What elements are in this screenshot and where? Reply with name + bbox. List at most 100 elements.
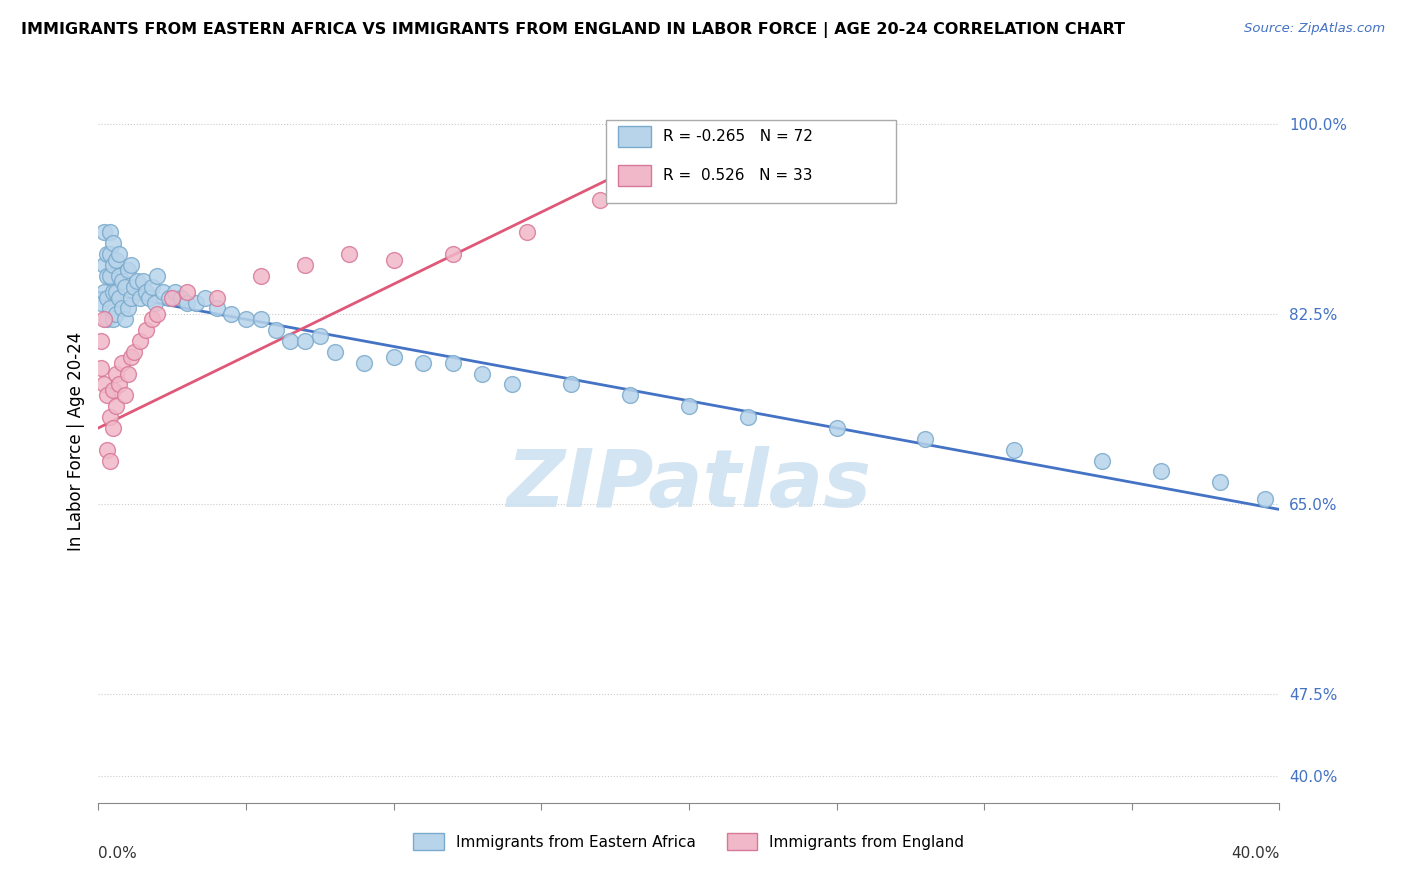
- Point: [280, 334, 302, 348]
- Point: [135, 323, 157, 337]
- Text: R =  0.526   N = 33: R = 0.526 N = 33: [664, 169, 813, 183]
- Point: [1150, 464, 1173, 478]
- Point: [382, 351, 405, 365]
- Point: [96, 312, 118, 326]
- Point: [138, 291, 160, 305]
- Point: [117, 263, 139, 277]
- Point: [412, 356, 434, 370]
- Point: [93, 377, 115, 392]
- Point: [1254, 491, 1277, 506]
- Point: [165, 285, 187, 300]
- Point: [152, 285, 174, 300]
- Point: [141, 279, 163, 293]
- Point: [339, 247, 361, 261]
- Point: [825, 421, 848, 435]
- Point: [1091, 453, 1114, 467]
- Point: [90, 334, 112, 348]
- Point: [120, 258, 142, 272]
- Point: [176, 296, 198, 310]
- Point: [132, 274, 155, 288]
- Point: [184, 296, 207, 310]
- Point: [560, 377, 582, 392]
- Point: [309, 328, 332, 343]
- Point: [93, 312, 115, 326]
- Point: [103, 236, 125, 251]
- Point: [170, 291, 193, 305]
- Point: [96, 291, 118, 305]
- Point: [114, 388, 136, 402]
- Point: [96, 442, 118, 457]
- Point: [108, 247, 131, 261]
- Point: [105, 399, 128, 413]
- Point: [111, 274, 134, 288]
- Point: [382, 252, 405, 267]
- Point: [103, 312, 125, 326]
- Point: [194, 291, 217, 305]
- Point: [120, 291, 142, 305]
- Point: [914, 432, 936, 446]
- Point: [678, 399, 700, 413]
- Point: [98, 247, 121, 261]
- Text: IMMIGRANTS FROM EASTERN AFRICA VS IMMIGRANTS FROM ENGLAND IN LABOR FORCE | AGE 2: IMMIGRANTS FROM EASTERN AFRICA VS IMMIGR…: [21, 22, 1125, 38]
- Point: [471, 367, 494, 381]
- Point: [114, 279, 136, 293]
- Point: [96, 388, 118, 402]
- Point: [146, 268, 169, 283]
- Point: [619, 388, 641, 402]
- Y-axis label: In Labor Force | Age 20-24: In Labor Force | Age 20-24: [66, 332, 84, 551]
- Point: [98, 226, 121, 240]
- Legend: Immigrants from Eastern Africa, Immigrants from England: Immigrants from Eastern Africa, Immigran…: [408, 827, 970, 856]
- Point: [117, 367, 139, 381]
- Point: [105, 252, 128, 267]
- Point: [264, 323, 287, 337]
- Point: [634, 160, 657, 174]
- Point: [108, 377, 131, 392]
- FancyBboxPatch shape: [606, 120, 896, 203]
- Point: [143, 296, 166, 310]
- Point: [103, 258, 125, 272]
- Point: [105, 285, 128, 300]
- Text: ZIPatlas: ZIPatlas: [506, 446, 872, 524]
- Point: [441, 247, 464, 261]
- Point: [120, 351, 142, 365]
- FancyBboxPatch shape: [619, 126, 651, 147]
- Point: [93, 258, 115, 272]
- Point: [117, 301, 139, 316]
- Point: [98, 301, 121, 316]
- Point: [146, 307, 169, 321]
- Point: [205, 291, 228, 305]
- Point: [90, 296, 112, 310]
- Point: [108, 291, 131, 305]
- Point: [221, 307, 243, 321]
- Point: [103, 421, 125, 435]
- Point: [111, 356, 134, 370]
- Point: [141, 312, 163, 326]
- Point: [1209, 475, 1232, 490]
- Point: [98, 410, 121, 425]
- Point: [103, 383, 125, 397]
- Point: [93, 285, 115, 300]
- Point: [589, 193, 612, 207]
- Point: [111, 301, 134, 316]
- Point: [294, 334, 316, 348]
- Point: [157, 291, 180, 305]
- Point: [250, 268, 273, 283]
- Point: [103, 285, 125, 300]
- Point: [93, 226, 115, 240]
- Point: [98, 268, 121, 283]
- Text: Source: ZipAtlas.com: Source: ZipAtlas.com: [1244, 22, 1385, 36]
- Point: [98, 453, 121, 467]
- Point: [128, 291, 150, 305]
- Text: 0.0%: 0.0%: [98, 847, 138, 861]
- Point: [105, 307, 128, 321]
- Point: [1002, 442, 1025, 457]
- Point: [125, 274, 148, 288]
- Point: [737, 410, 759, 425]
- Point: [235, 312, 257, 326]
- Point: [114, 312, 136, 326]
- Text: R = -0.265   N = 72: R = -0.265 N = 72: [664, 129, 813, 145]
- Point: [353, 356, 375, 370]
- Text: 40.0%: 40.0%: [1232, 847, 1279, 861]
- Point: [96, 247, 118, 261]
- Point: [294, 258, 316, 272]
